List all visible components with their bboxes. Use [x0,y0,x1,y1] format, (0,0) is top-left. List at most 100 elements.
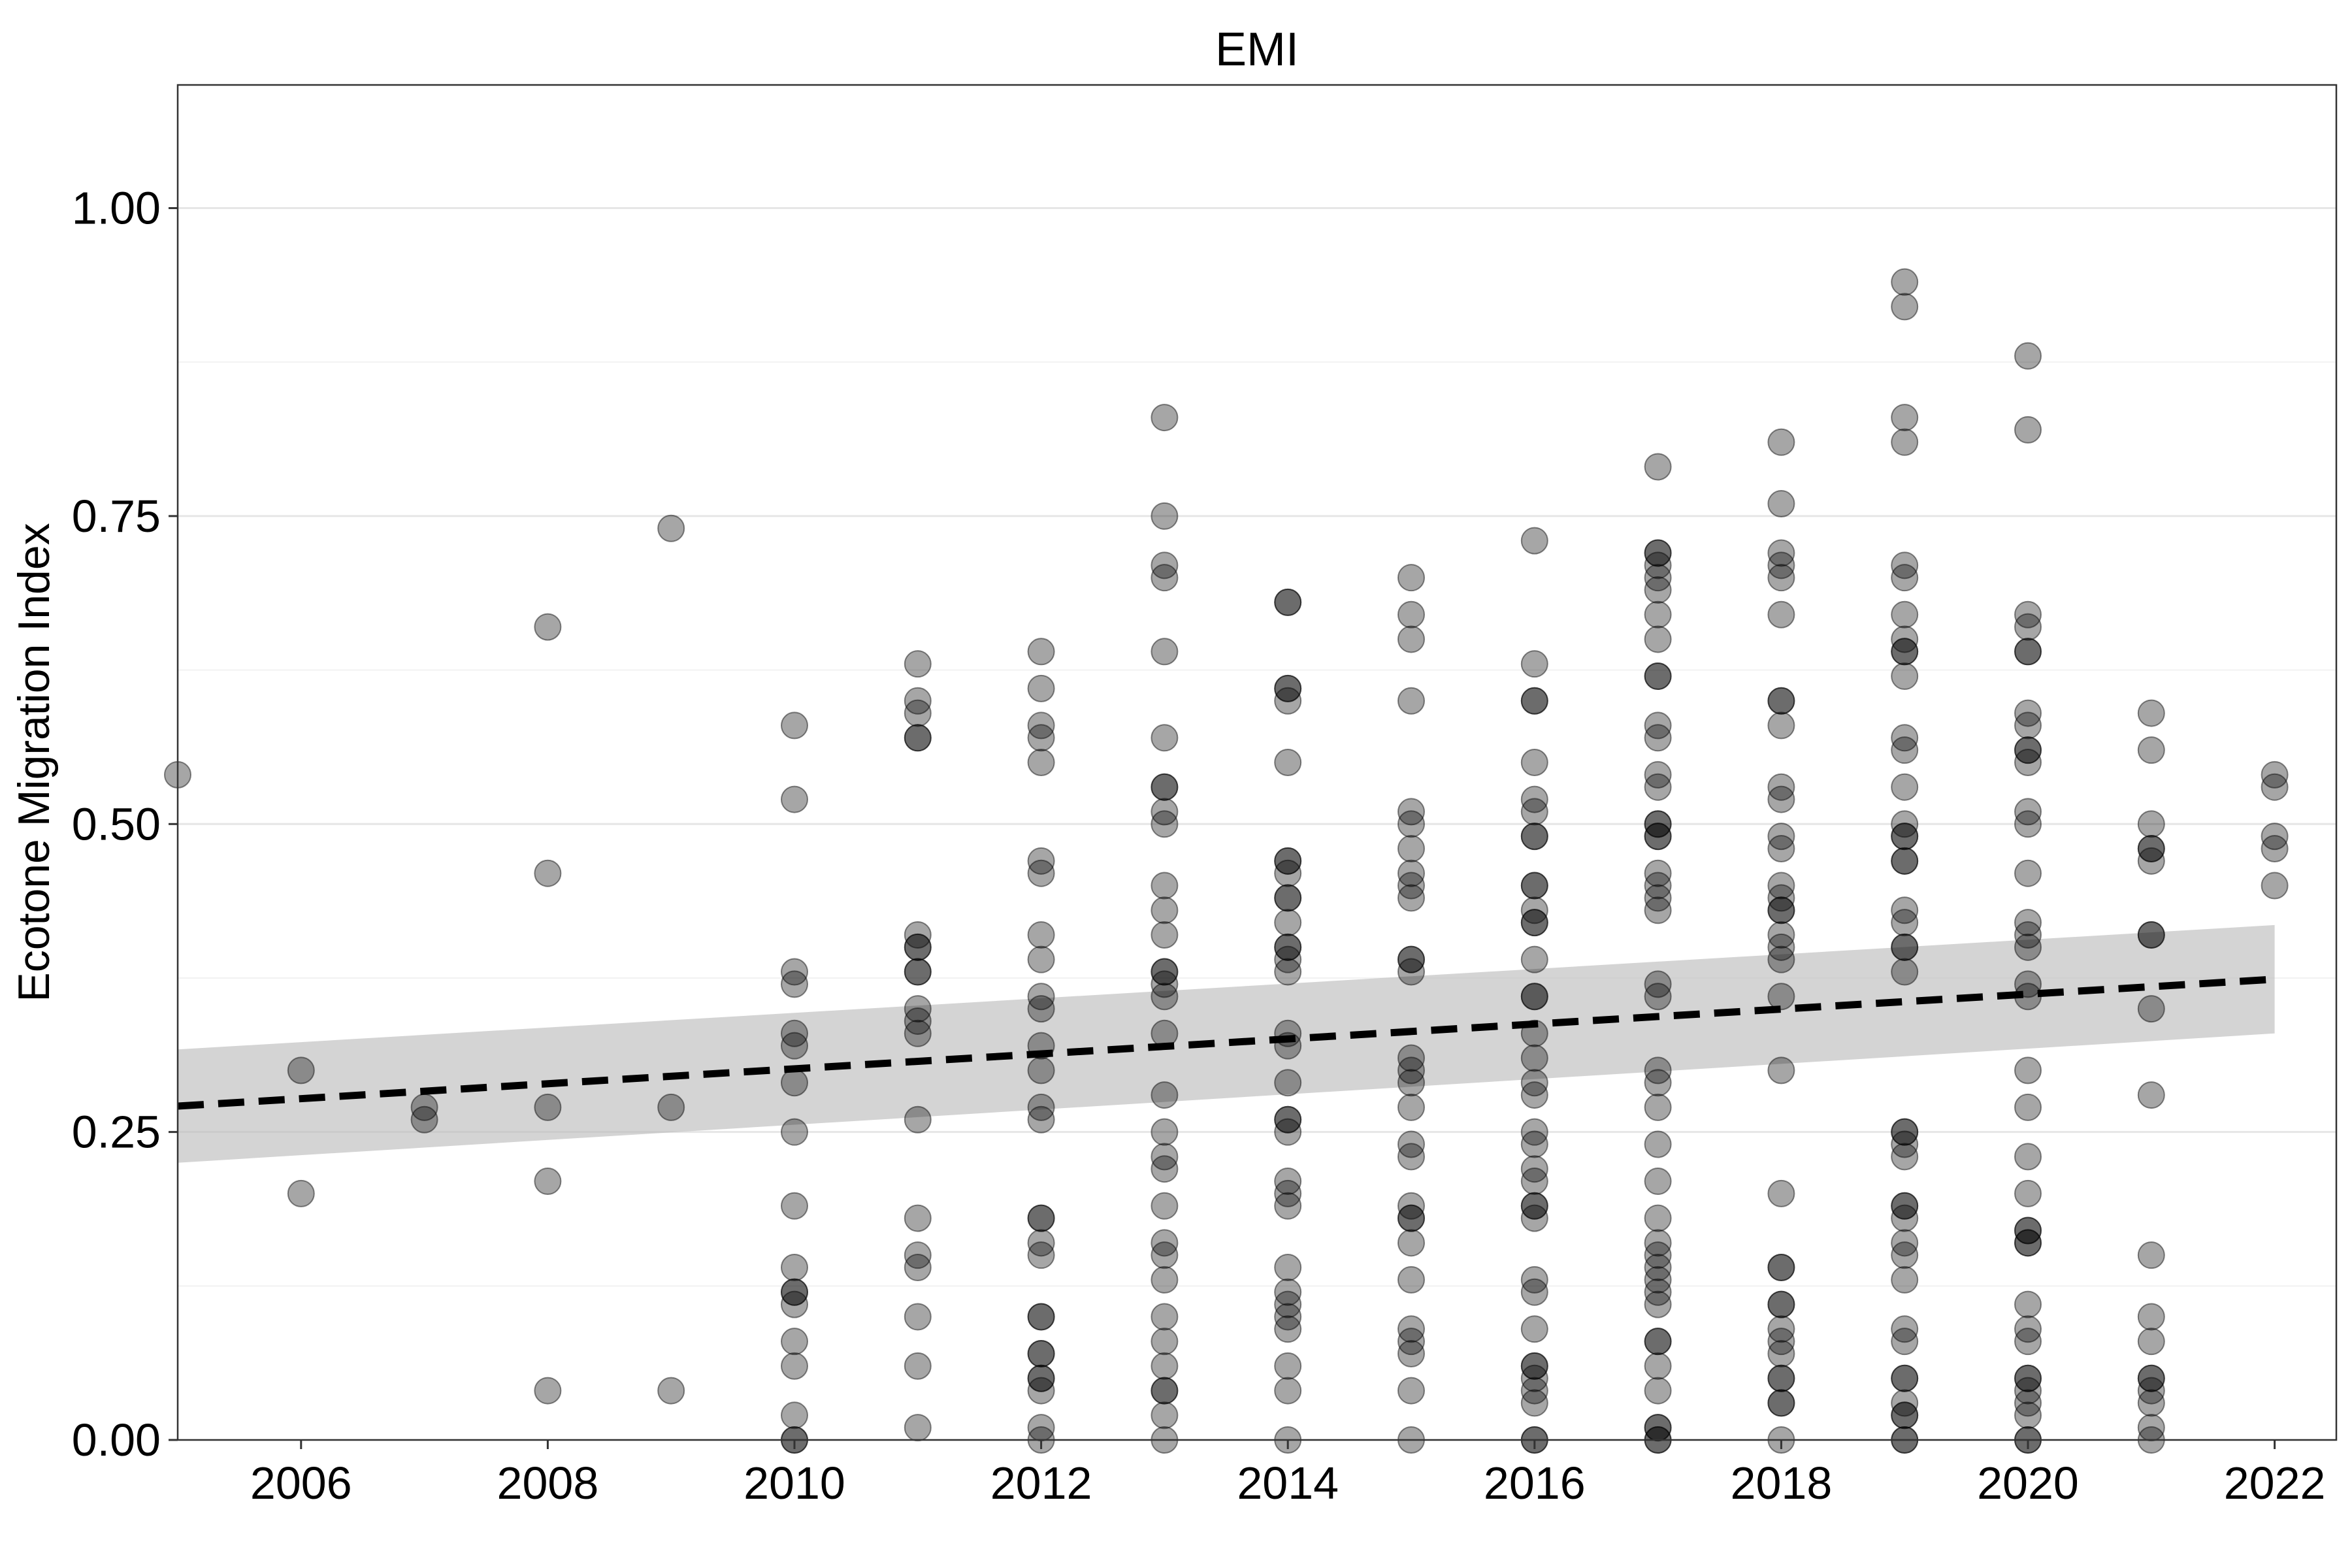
data-point [2137,1364,2165,1392]
data-point [1644,1278,1672,1306]
data-point [1151,1229,1179,1257]
data-point [2137,736,2165,764]
data-point [904,1241,932,1269]
data-point [1644,1290,1672,1318]
confidence-band-area [178,924,2275,1163]
data-point [1520,896,1548,924]
data-point [904,921,932,949]
data-point [1274,1254,1302,1282]
data-point [2014,921,2042,949]
data-point [2261,773,2289,801]
data-point [1027,921,1055,949]
data-point [1027,945,1055,973]
data-point [1644,823,1672,851]
data-point [1891,810,1919,838]
data-point [1520,1168,1548,1196]
data-point [1274,1303,1302,1331]
data-point [1274,1377,1302,1405]
data-point [410,1105,438,1134]
data-point [1767,539,1795,567]
data-point [1027,1303,1055,1331]
data-point [1767,834,1795,862]
x-tick-label: 2008 [497,1458,599,1509]
data-point [1644,1168,1672,1196]
data-point [781,1019,808,1047]
data-point [2137,1303,2165,1331]
data-point [287,1056,315,1085]
data-point [904,1105,932,1134]
data-point [1891,1364,1919,1392]
data-point [287,1179,315,1207]
data-point [1520,687,1548,715]
data-point [2014,342,2042,370]
data-point [1397,1340,1425,1368]
data-point [1767,921,1795,949]
data-point [1767,785,1795,813]
data-point [1397,859,1425,887]
data-point [1151,773,1179,801]
data-point [1520,872,1548,900]
data-point [1891,1118,1919,1146]
data-point [2014,1290,2042,1318]
data-point [1644,1328,1672,1356]
data-point [534,1093,562,1121]
data-point [1767,1290,1795,1318]
data-point [1891,428,1919,456]
data-point [1891,823,1919,851]
data-point [1397,1130,1425,1158]
data-point [1520,1192,1548,1220]
data-point [781,1254,808,1282]
data-point [781,1069,808,1097]
data-point [1891,662,1919,691]
data-point [781,1352,808,1380]
data-point [2014,699,2042,727]
data-point [1891,1130,1919,1158]
trend-line-path [177,975,2275,1110]
data-point [2014,638,2042,666]
data-point [904,1303,932,1331]
data-point [1274,884,1302,912]
data-point [1767,600,1795,629]
data-point [1274,1069,1302,1097]
data-point [904,1204,932,1232]
x-tick-label: 2018 [1731,1458,1833,1509]
data-point [1274,847,1302,875]
y-axis-title: Ecotone Migration Index [9,523,59,1002]
data-point [2014,1328,2042,1356]
data-point [1891,847,1919,875]
data-point [1027,1105,1055,1134]
data-point [2014,736,2042,764]
data-point [904,1007,932,1035]
data-point [1767,1179,1795,1207]
data-point [1151,1401,1179,1429]
data-point [1767,872,1795,900]
data-point [1891,1192,1919,1220]
data-point [1151,1192,1179,1220]
data-point [2137,810,2165,838]
data-point [1027,1364,1055,1392]
data-point [2261,872,2289,900]
data-point [1891,1229,1919,1257]
data-point [1027,859,1055,887]
data-point [2014,1217,2042,1245]
data-point [1274,909,1302,937]
data-point [1891,1364,1919,1392]
data-point [1151,958,1179,986]
data-point [1644,724,1672,752]
data-point [1151,564,1179,592]
data-point [1891,293,1919,321]
data-point [1520,1204,1548,1232]
data-point [1397,1044,1425,1072]
data-point [904,724,932,752]
data-point [1644,859,1672,887]
data-point [1151,724,1179,752]
data-point [1151,502,1179,530]
data-point [1520,909,1548,937]
data-point [904,1352,932,1380]
data-point [2014,736,2042,764]
data-point [1767,428,1795,456]
data-point [1520,1069,1548,1097]
data-point [1397,1328,1425,1356]
data-point [781,785,808,813]
data-point [1891,625,1919,653]
